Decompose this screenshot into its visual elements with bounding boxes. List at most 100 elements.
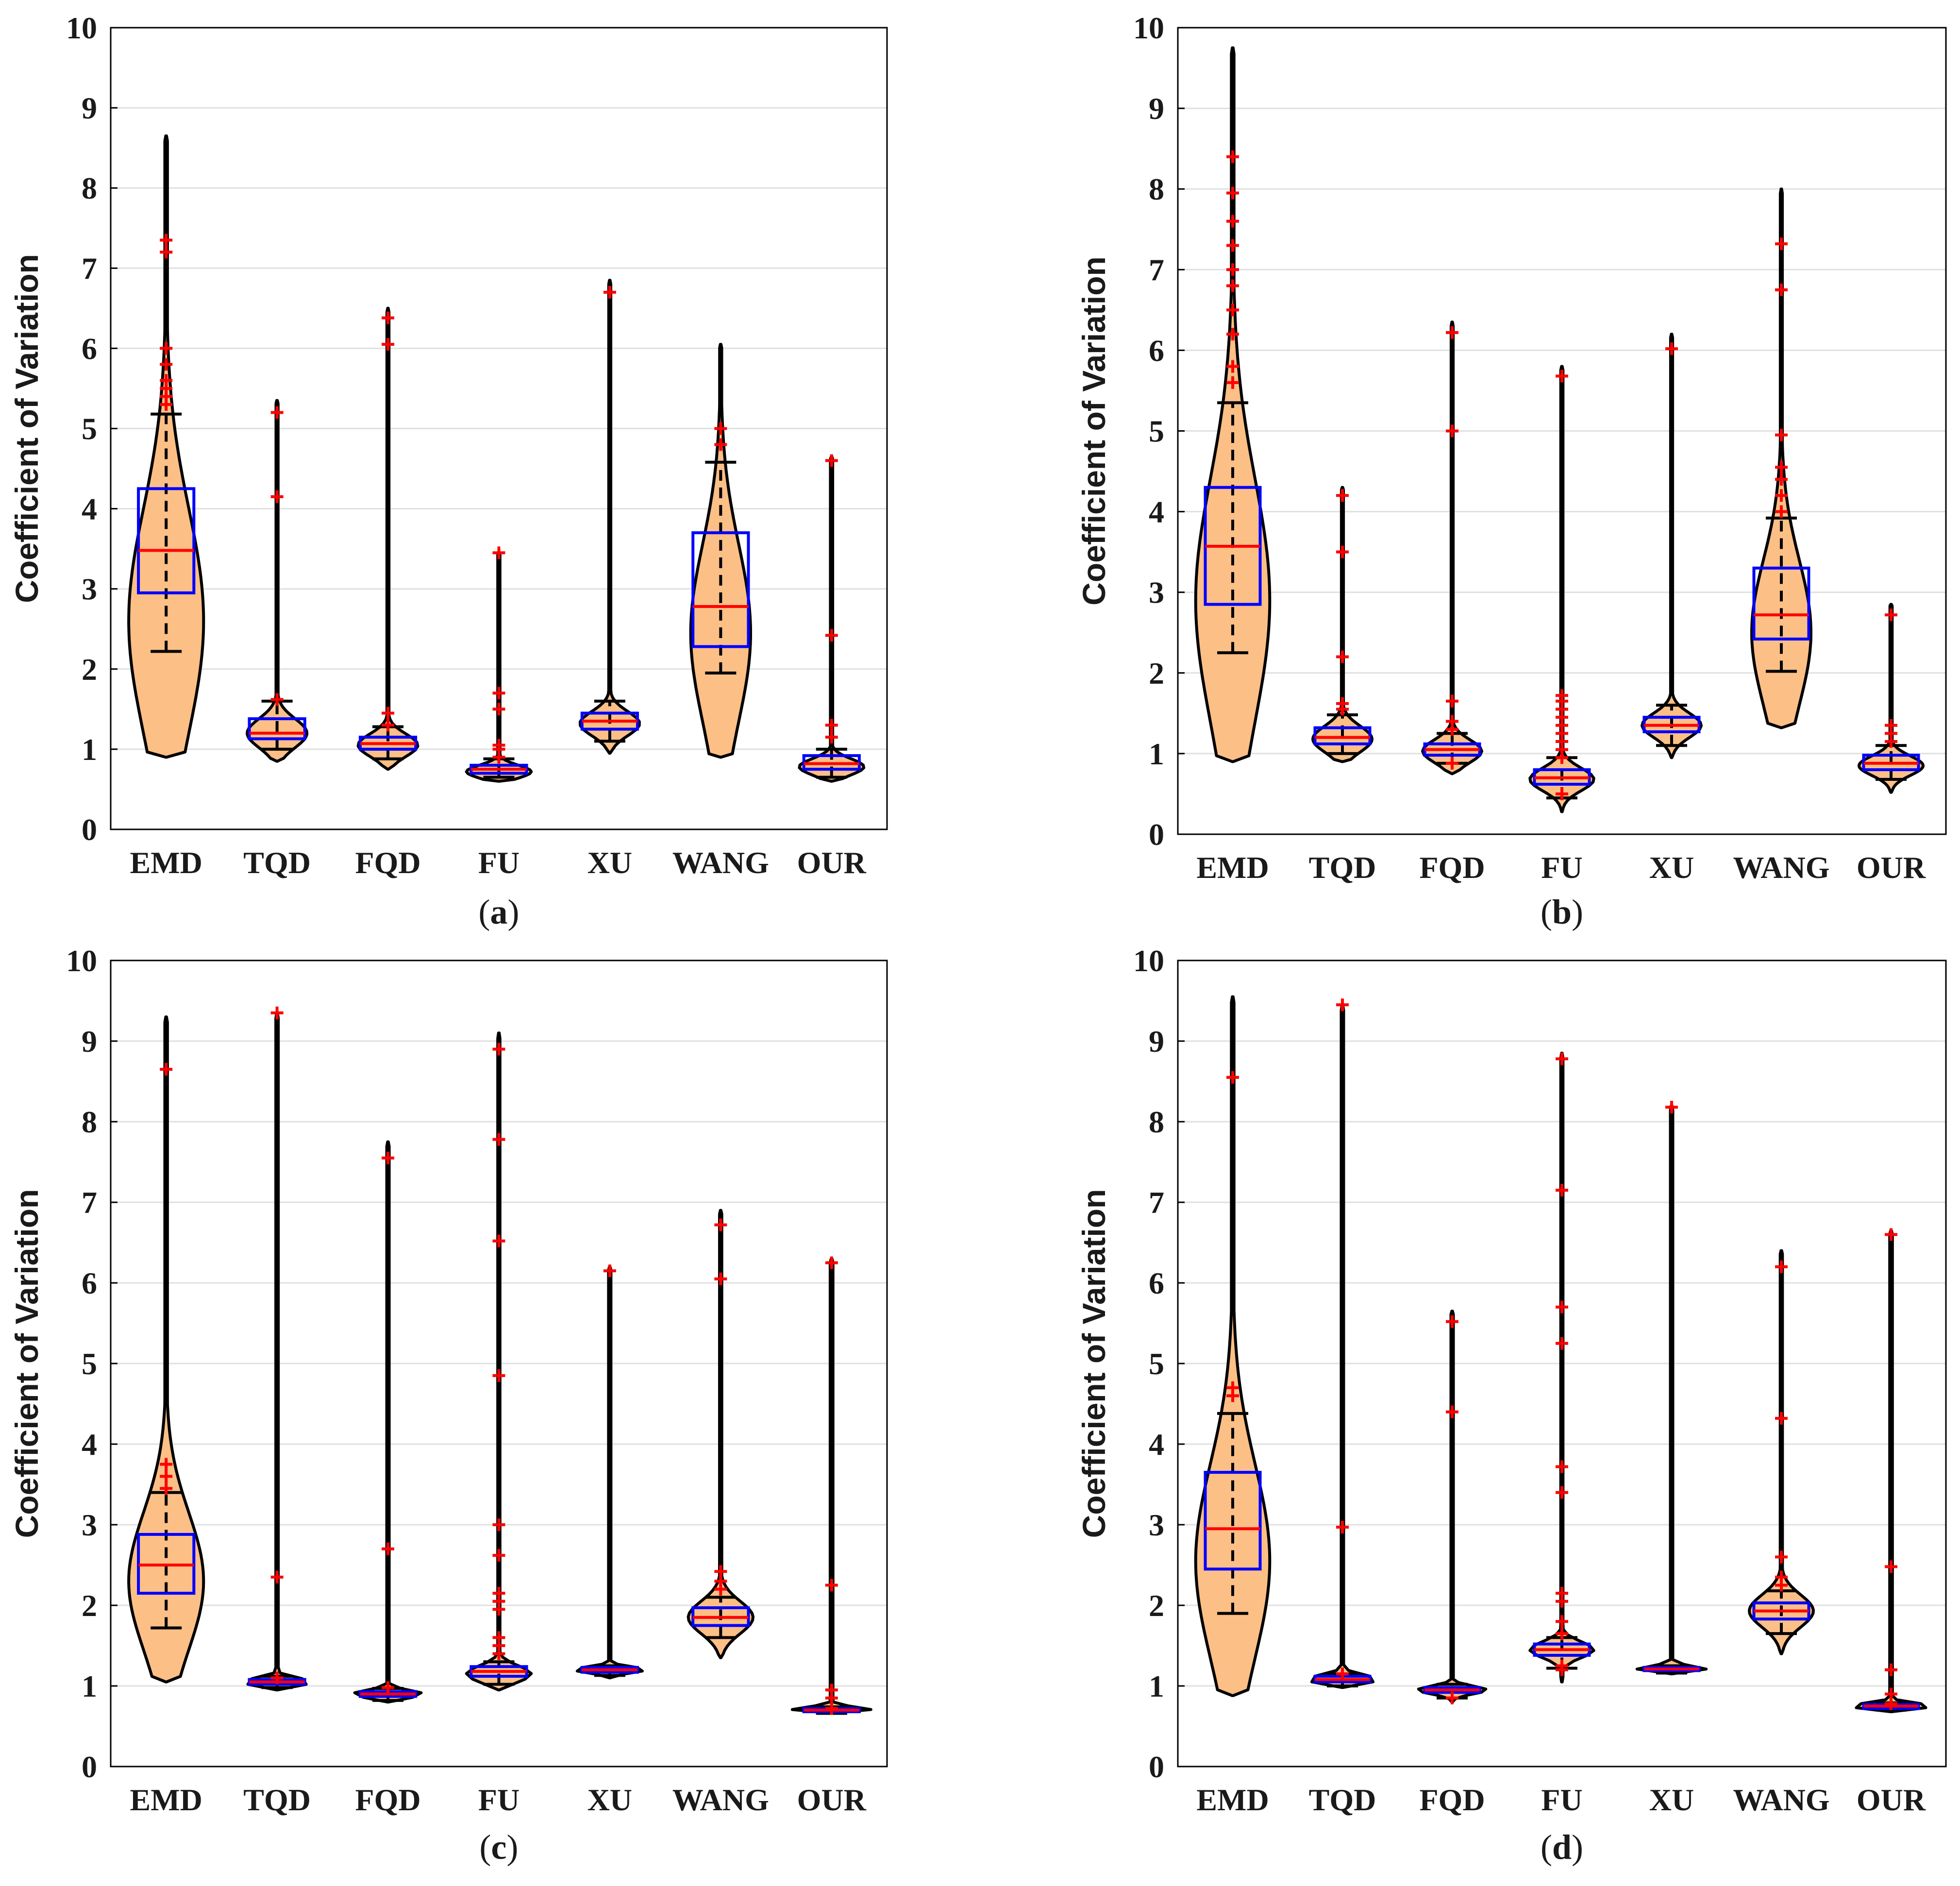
y-tick-label: 2 [1149,1588,1164,1623]
y-tick-label: 10 [1133,943,1164,978]
x-tick-label: FQD [1419,1783,1485,1817]
y-tick-label: 5 [1149,1347,1164,1381]
caption-letter: b [1552,892,1572,931]
caption-open: ( [1541,892,1552,931]
caption-close: ) [508,892,519,931]
outlier-marker [492,1631,505,1644]
x-tick-label: TQD [243,1783,311,1817]
violin-wang [1750,187,1812,729]
caption-letter: c [491,1828,507,1867]
plot-frame [110,27,888,830]
y-tick-label: 6 [82,1266,97,1300]
outlier-marker [160,234,173,247]
outlier-marker [1556,1486,1568,1499]
y-tick-label: 10 [66,943,97,978]
violin-body [575,1265,644,1680]
outlier-marker [1226,1381,1239,1394]
outlier-marker [825,1579,838,1592]
y-tick-label: 6 [1149,333,1164,368]
violin-fqd [353,1140,423,1704]
outlier-marker [492,1549,505,1562]
x-tick-label: WANG [1733,1783,1829,1817]
outlier-marker [825,1684,838,1697]
violin-fqd [356,306,419,771]
violin-body [687,1209,755,1659]
y-tick-label: 6 [82,331,97,366]
y-tick-label: 2 [82,652,97,687]
violin-emd [127,134,205,759]
outlier-marker [1556,1615,1568,1628]
violin-body [356,306,419,771]
outlier-marker [714,422,727,435]
y-tick-label: 5 [82,412,97,446]
plot-frame [110,960,888,1768]
panel-caption: (c) [480,1828,519,1867]
y-tick-label: 0 [1149,817,1164,852]
outlier-marker [1226,1071,1239,1084]
y-tick-label: 2 [1149,656,1164,690]
y-tick-label: 5 [1149,414,1164,449]
outlier-marker [160,342,173,355]
caption-open: ( [479,892,490,931]
violin-body [790,1257,872,1715]
outlier-marker [1556,1460,1568,1473]
x-tick-label: XU [587,845,632,880]
violin-fu [465,546,533,783]
y-tick-label: 1 [1149,737,1164,771]
panel-caption: (b) [1541,892,1583,931]
x-tick-label: EMD [1196,850,1269,885]
outlier-marker [382,719,395,732]
iqr-box [1752,566,1810,641]
outlier-marker [1775,283,1788,296]
outlier-marker [1336,489,1349,502]
caption-open: ( [480,1828,491,1867]
y-tick-label: 4 [1149,1427,1164,1462]
outlier-marker [825,731,838,744]
y-axis-label: Coefficient of Variation [1076,1189,1112,1538]
x-tick-label: FU [478,845,519,880]
outlier-marker [1446,715,1458,728]
y-tick-label: 2 [82,1588,97,1623]
outlier-marker [492,546,505,559]
violin-body [1310,1003,1375,1689]
outlier-marker [270,1671,284,1684]
panel-caption: (d) [1541,1828,1583,1867]
y-tick-label: 9 [82,91,97,125]
outlier-marker [160,1470,173,1483]
x-tick-label: OUR [797,1783,867,1817]
violin-fu [1528,365,1595,813]
outlier-marker [160,1482,173,1495]
y-tick-label: 8 [1149,172,1164,206]
outlier-marker [825,719,838,732]
plot-frame [1177,27,1947,835]
outlier-marker [492,1234,505,1247]
violin-xu [1635,1101,1708,1676]
x-tick-label: FQD [355,845,421,880]
panel-c: 0 1 2 3 4 5 6 7 8 9 10 Coefficient of Variation EMD T… [9,943,888,1867]
violin-wang [689,343,752,759]
caption-close: ) [1572,1828,1583,1867]
outlier-marker [1885,719,1897,732]
x-tick-label: FU [1541,850,1582,885]
y-tick-label: 7 [1149,253,1164,287]
outlier-marker [1556,1184,1568,1197]
y-tick-label: 1 [1149,1669,1164,1703]
violin-our [790,1256,872,1715]
outlier-marker [1336,998,1349,1011]
outlier-marker [382,707,395,720]
outlier-marker [1336,1520,1349,1533]
x-tick-label: EMD [130,845,202,880]
outlier-marker [492,1043,505,1056]
violin-emd [127,1015,205,1684]
outlier-marker [382,1542,395,1555]
outlier-marker [603,1264,616,1278]
violin-xu [575,1264,644,1680]
y-tick-label: 10 [66,11,97,45]
x-tick-label: XU [587,1783,632,1817]
outlier-marker [1446,757,1458,770]
panel-caption: (a) [479,892,519,931]
violin-body [1194,995,1272,1697]
outlier-marker [1226,328,1239,341]
panel-b: 0 1 2 3 4 5 6 7 8 9 10 Coefficient of Variation EMD T… [1076,11,1947,931]
outlier-marker [270,1006,284,1019]
